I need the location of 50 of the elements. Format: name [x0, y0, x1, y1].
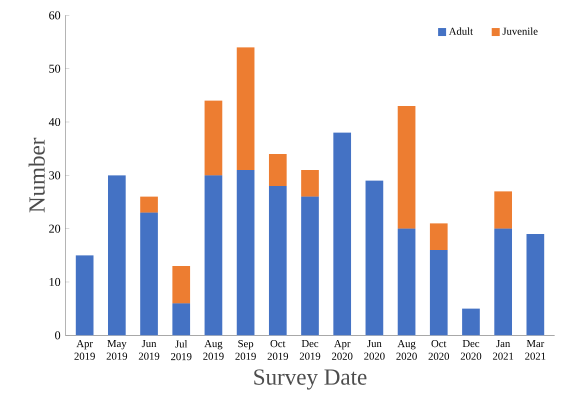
- x-tick-label: Mar 2021: [525, 340, 546, 360]
- legend-label: Juvenile: [502, 27, 538, 35]
- bar: [268, 186, 287, 336]
- bar: [236, 170, 254, 336]
- bar: [140, 196, 158, 213]
- y-tick-label: 40: [48, 118, 60, 126]
- bar: [172, 303, 190, 336]
- y-tick-label: 20: [49, 224, 60, 233]
- bar: [204, 175, 222, 336]
- bar: [494, 228, 512, 336]
- x-tick-label: Jun 2020: [364, 340, 385, 360]
- y-tick-label: 0: [55, 331, 60, 340]
- x-tick-label: Sep 2019: [235, 340, 256, 360]
- bar: [526, 234, 544, 336]
- bar: [301, 196, 319, 336]
- x-tick-label: Apr 2019: [74, 340, 95, 360]
- y-tick-label: 60: [49, 11, 60, 20]
- y-tick-label: 10: [50, 278, 60, 286]
- x-tick-label: Dec 2019: [300, 340, 320, 360]
- bar: [398, 106, 416, 229]
- bar: [172, 266, 190, 304]
- x-axis-title: Survey Date: [254, 369, 366, 390]
- bar: [301, 170, 319, 197]
- x-tick-label: May 2019: [106, 340, 128, 360]
- bar: [204, 100, 222, 176]
- bar: [236, 47, 254, 170]
- x-tick-label: Jun 2019: [138, 340, 160, 360]
- bar: [494, 191, 512, 229]
- bar: [333, 132, 352, 336]
- x-tick-label: Oct 2020: [428, 340, 450, 360]
- x-tick-label: Aug 2019: [203, 340, 224, 360]
- bar: [462, 308, 480, 336]
- y-axis-title: Number: [28, 138, 45, 212]
- bar: [268, 154, 287, 186]
- bar: [398, 228, 416, 336]
- x-tick-label: Apr 2020: [332, 340, 352, 360]
- x-tick-label: Dec 2020: [460, 340, 482, 360]
- bar: [366, 180, 384, 336]
- bar: [430, 223, 448, 250]
- y-tick-label: 30: [49, 171, 60, 180]
- bar: [108, 175, 126, 336]
- bar: [430, 250, 448, 336]
- x-tick-label: Aug 2020: [396, 340, 417, 360]
- bar: [76, 255, 94, 336]
- legend-label: Adult: [448, 27, 474, 35]
- x-tick-label: Jul 2019: [171, 340, 192, 360]
- y-tick-label: 50: [49, 64, 60, 73]
- x-tick-label: Oct 2019: [268, 340, 288, 360]
- x-tick-label: Jan 2021: [492, 340, 514, 360]
- bar: [140, 212, 158, 336]
